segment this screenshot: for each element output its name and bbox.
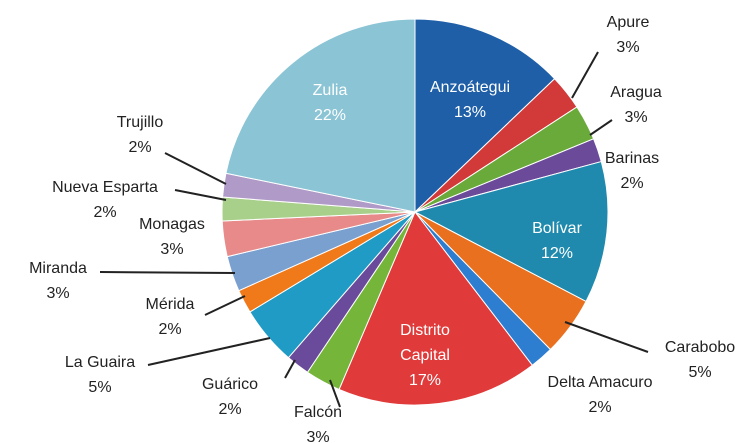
category-name: Falcón bbox=[293, 404, 343, 421]
value-label: 13% bbox=[453, 104, 487, 121]
category-name: Bolívar bbox=[532, 220, 582, 237]
value-label: 2% bbox=[128, 139, 152, 156]
value-label: 2% bbox=[588, 399, 612, 416]
category-name: Distrito Capital bbox=[400, 322, 450, 364]
slice-label: Anzoátegui 13% bbox=[430, 75, 510, 125]
category-name: Carabobo bbox=[664, 339, 736, 356]
leader-line bbox=[284, 359, 296, 379]
slice-label: Mérida 2% bbox=[146, 292, 195, 342]
pie-slice bbox=[225, 18, 416, 213]
category-name: Delta Amacuro bbox=[547, 374, 653, 391]
slice-label: Bolívar 12% bbox=[532, 216, 582, 266]
category-name: Monagas bbox=[139, 216, 205, 233]
category-name: Apure bbox=[606, 14, 650, 31]
slice-label: Trujillo 2% bbox=[117, 110, 164, 160]
category-name: Barinas bbox=[604, 150, 660, 167]
value-label: 17% bbox=[408, 372, 442, 389]
value-label: 2% bbox=[158, 321, 182, 338]
slice-label: Apure 3% bbox=[607, 10, 650, 60]
slice-label: Carabobo 5% bbox=[665, 335, 735, 385]
value-label: 3% bbox=[46, 285, 70, 302]
slice-label: Nueva Esparta 2% bbox=[52, 175, 158, 225]
slice-label: Aragua 3% bbox=[610, 80, 662, 130]
value-label: 2% bbox=[218, 401, 242, 418]
category-name: Miranda bbox=[29, 260, 87, 277]
leader-line bbox=[589, 119, 613, 136]
value-label: 5% bbox=[88, 379, 112, 396]
pie-slice bbox=[413, 160, 609, 303]
value-label: 3% bbox=[624, 109, 648, 126]
leader-line bbox=[99, 271, 236, 274]
leader-line bbox=[164, 152, 227, 185]
category-name: Zulia bbox=[312, 82, 348, 99]
leader-line bbox=[564, 321, 649, 353]
slice-label: Delta Amacuro 2% bbox=[548, 370, 653, 420]
category-name: La Guaira bbox=[64, 354, 136, 371]
slice-label: Miranda 3% bbox=[29, 256, 87, 306]
category-name: Guárico bbox=[201, 376, 259, 393]
pie-slice bbox=[338, 211, 533, 406]
slice-label: Zulia 22% bbox=[313, 78, 348, 128]
category-name: Mérida bbox=[145, 296, 195, 313]
slice-label: Distrito Capital 17% bbox=[385, 318, 465, 393]
value-label: 2% bbox=[620, 175, 644, 192]
value-label: 2% bbox=[93, 204, 117, 221]
leader-line bbox=[174, 189, 227, 201]
category-name: Aragua bbox=[610, 84, 662, 101]
value-label: 3% bbox=[616, 39, 640, 56]
slice-label: Guárico 2% bbox=[202, 372, 258, 422]
category-name: Anzoátegui bbox=[429, 79, 511, 96]
leader-line bbox=[204, 295, 246, 316]
category-name: Nueva Esparta bbox=[52, 179, 158, 196]
value-label: 5% bbox=[688, 364, 712, 381]
leader-line bbox=[147, 337, 271, 366]
slice-label: Barinas 2% bbox=[605, 146, 659, 196]
value-label: 12% bbox=[540, 245, 574, 262]
slice-label: Monagas 3% bbox=[139, 212, 205, 262]
value-label: 22% bbox=[313, 107, 347, 124]
slice-label: La Guaira 5% bbox=[65, 350, 135, 400]
category-name: Trujillo bbox=[116, 114, 164, 131]
value-label: 3% bbox=[160, 241, 184, 258]
leader-line bbox=[571, 51, 599, 99]
pie-slice bbox=[414, 18, 556, 214]
value-label: 3% bbox=[306, 429, 330, 443]
slice-label: Falcón 3% bbox=[294, 400, 342, 443]
leader-line bbox=[329, 379, 341, 408]
